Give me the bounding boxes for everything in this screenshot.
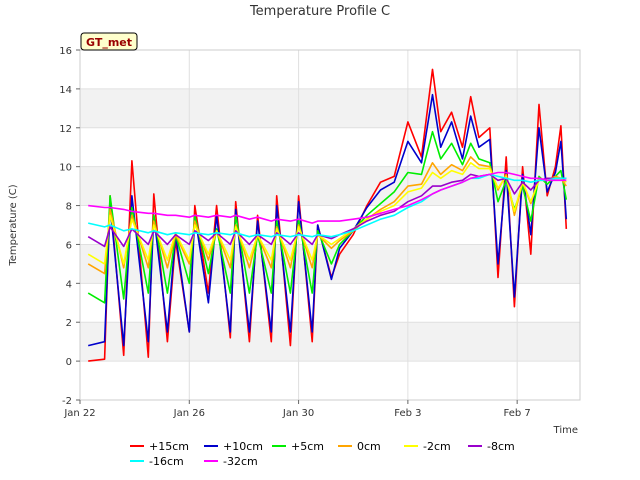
plot-frame	[79, 49, 581, 401]
y-tick-label: 0	[66, 357, 72, 368]
legend-label-plus15cm: +15cm	[149, 440, 189, 453]
legend-label-plus10cm: +10cm	[223, 440, 263, 453]
legend-label-minus2cm: -2cm	[423, 440, 451, 453]
legend-label-minus8cm: -8cm	[487, 440, 515, 453]
legend-label-0cm: 0cm	[357, 440, 381, 453]
y-tick-labels: -2 0 2 4 6 8 10 12 14 16	[59, 46, 80, 407]
plot-band	[80, 244, 580, 284]
series-line-minus32cm	[88, 171, 567, 224]
legend: +15cm +10cm +5cm 0cm -2cm -8cm -16cm -32cm	[130, 440, 515, 468]
x-axis-label: Time	[553, 425, 578, 436]
y-tick-label: 2	[66, 318, 72, 329]
plot-band	[80, 88, 580, 128]
x-tick-label: Jan 22	[63, 408, 95, 419]
y-tick-label: -2	[62, 396, 72, 407]
x-tick-label: Feb 3	[394, 408, 421, 419]
y-tick-label: 16	[59, 46, 72, 57]
series-line-minus8cm	[87, 173, 567, 248]
series-line-plus10cm	[88, 93, 568, 347]
plot-band	[80, 322, 580, 362]
site-badge: GT_met	[80, 32, 138, 51]
legend-label-minus16cm: -16cm	[149, 455, 184, 468]
y-tick-label: 6	[66, 240, 72, 251]
x-tick-labels: Jan 22 Jan 26 Jan 30 Feb 3 Feb 7	[63, 400, 531, 419]
x-tick-label: Jan 30	[282, 408, 314, 419]
y-tick-label: 10	[59, 163, 72, 174]
legend-label-plus5cm: +5cm	[291, 440, 324, 453]
y-tick-label: 12	[59, 124, 72, 135]
series-line-minus16cm	[88, 173, 567, 238]
legend-label-minus32cm: -32cm	[223, 455, 258, 468]
y-axis-label: Temperature (C)	[8, 184, 19, 266]
y-tick-label: 8	[66, 202, 72, 213]
series-layer	[87, 68, 568, 362]
y-tick-label: 14	[59, 85, 72, 96]
site-badge-box	[80, 32, 138, 51]
chart-title: Temperature Profile C	[249, 4, 390, 19]
axes	[79, 49, 581, 401]
y-tick-label: 4	[66, 279, 72, 290]
x-tick-label: Jan 26	[173, 408, 205, 419]
site-badge-label: GT_met	[86, 36, 132, 49]
x-tick-label: Feb 7	[504, 408, 531, 419]
